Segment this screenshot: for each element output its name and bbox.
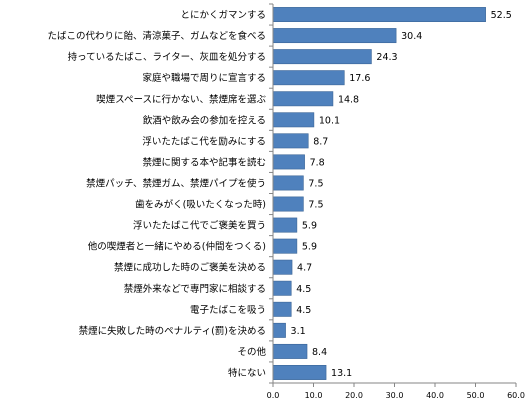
category-label: 浮いたたばこ代でご褒美を買う: [133, 220, 266, 232]
x-tick-label: 0.0: [267, 391, 280, 400]
bar: [272, 49, 372, 65]
value-label: 17.6: [349, 73, 370, 84]
category-label: 家庭や職場で周りに宣言する: [142, 72, 266, 84]
bar: [272, 259, 293, 275]
category-label: 浮いたたばこ代を励みにする: [142, 135, 266, 147]
bar: [272, 154, 305, 170]
bar: [272, 238, 298, 254]
bar: [272, 196, 304, 212]
category-label: 歯をみがく(吸いたくなった時): [135, 199, 266, 211]
category-label: 喫煙スペースに行かない、禁煙席を選ぶ: [96, 93, 266, 105]
value-label: 13.1: [331, 368, 352, 379]
value-label: 5.9: [302, 242, 317, 253]
bar: [272, 133, 309, 149]
category-label: 電子たばこを吸う: [190, 305, 266, 316]
bar: [272, 365, 327, 380]
category-label: 持っているたばこ、ライター、灰皿を処分する: [68, 51, 266, 63]
category-label: 飲酒や飲み会の参加を控える: [143, 114, 266, 126]
category-label: たばこの代わりに飴、清涼菓子、ガムなどを食べる: [47, 30, 266, 42]
category-label: とにかくガマンする: [180, 10, 266, 21]
value-label: 7.8: [310, 157, 325, 168]
value-label: 8.7: [313, 136, 328, 147]
value-label: 4.5: [296, 305, 311, 316]
bar: [272, 91, 334, 107]
bar: [272, 217, 298, 233]
x-tick-label: 10.0: [305, 391, 323, 400]
value-label: 4.7: [297, 263, 312, 274]
category-label: 特にない: [228, 367, 266, 379]
category-label: 他の喫煙者と一緒にやめる(仲間をつくる): [88, 241, 266, 253]
category-label: 禁煙に失敗した時のペナルティ(罰)を決める: [79, 325, 266, 337]
bar: [272, 112, 315, 128]
value-label: 8.4: [312, 347, 327, 358]
bar: [272, 28, 397, 44]
bar: [272, 175, 304, 191]
value-label: 24.3: [376, 52, 397, 63]
bar: [272, 7, 486, 22]
value-label: 5.9: [302, 221, 317, 232]
x-tick-label: 30.0: [386, 391, 404, 400]
category-label: 禁煙に関する本や記事を読む: [142, 156, 266, 168]
value-label: 30.4: [401, 31, 422, 42]
x-tick-label: 40.0: [426, 391, 444, 400]
category-label: 禁煙パッチ、禁煙ガム、禁煙パイプを使う: [86, 177, 266, 189]
x-tick-label: 50.0: [467, 391, 485, 400]
value-label: 7.5: [308, 178, 323, 189]
category-label: 禁煙外来などで専門家に相談する: [124, 283, 266, 295]
bar: [272, 301, 292, 317]
value-label: 7.5: [308, 200, 323, 211]
bar: [272, 70, 345, 86]
x-tick-label: 60.0: [507, 391, 525, 400]
category-label: 禁煙に成功した時のご褒美を決める: [114, 262, 266, 274]
value-label: 14.8: [338, 94, 359, 105]
bar: [272, 343, 308, 359]
value-label: 3.1: [291, 326, 306, 337]
bar: [272, 322, 286, 338]
value-label: 10.1: [319, 115, 340, 126]
x-tick-label: 20.0: [345, 391, 363, 400]
category-label: その他: [237, 346, 266, 358]
value-label: 4.5: [296, 284, 311, 295]
value-label: 52.5: [491, 10, 512, 21]
bar: [272, 280, 292, 296]
